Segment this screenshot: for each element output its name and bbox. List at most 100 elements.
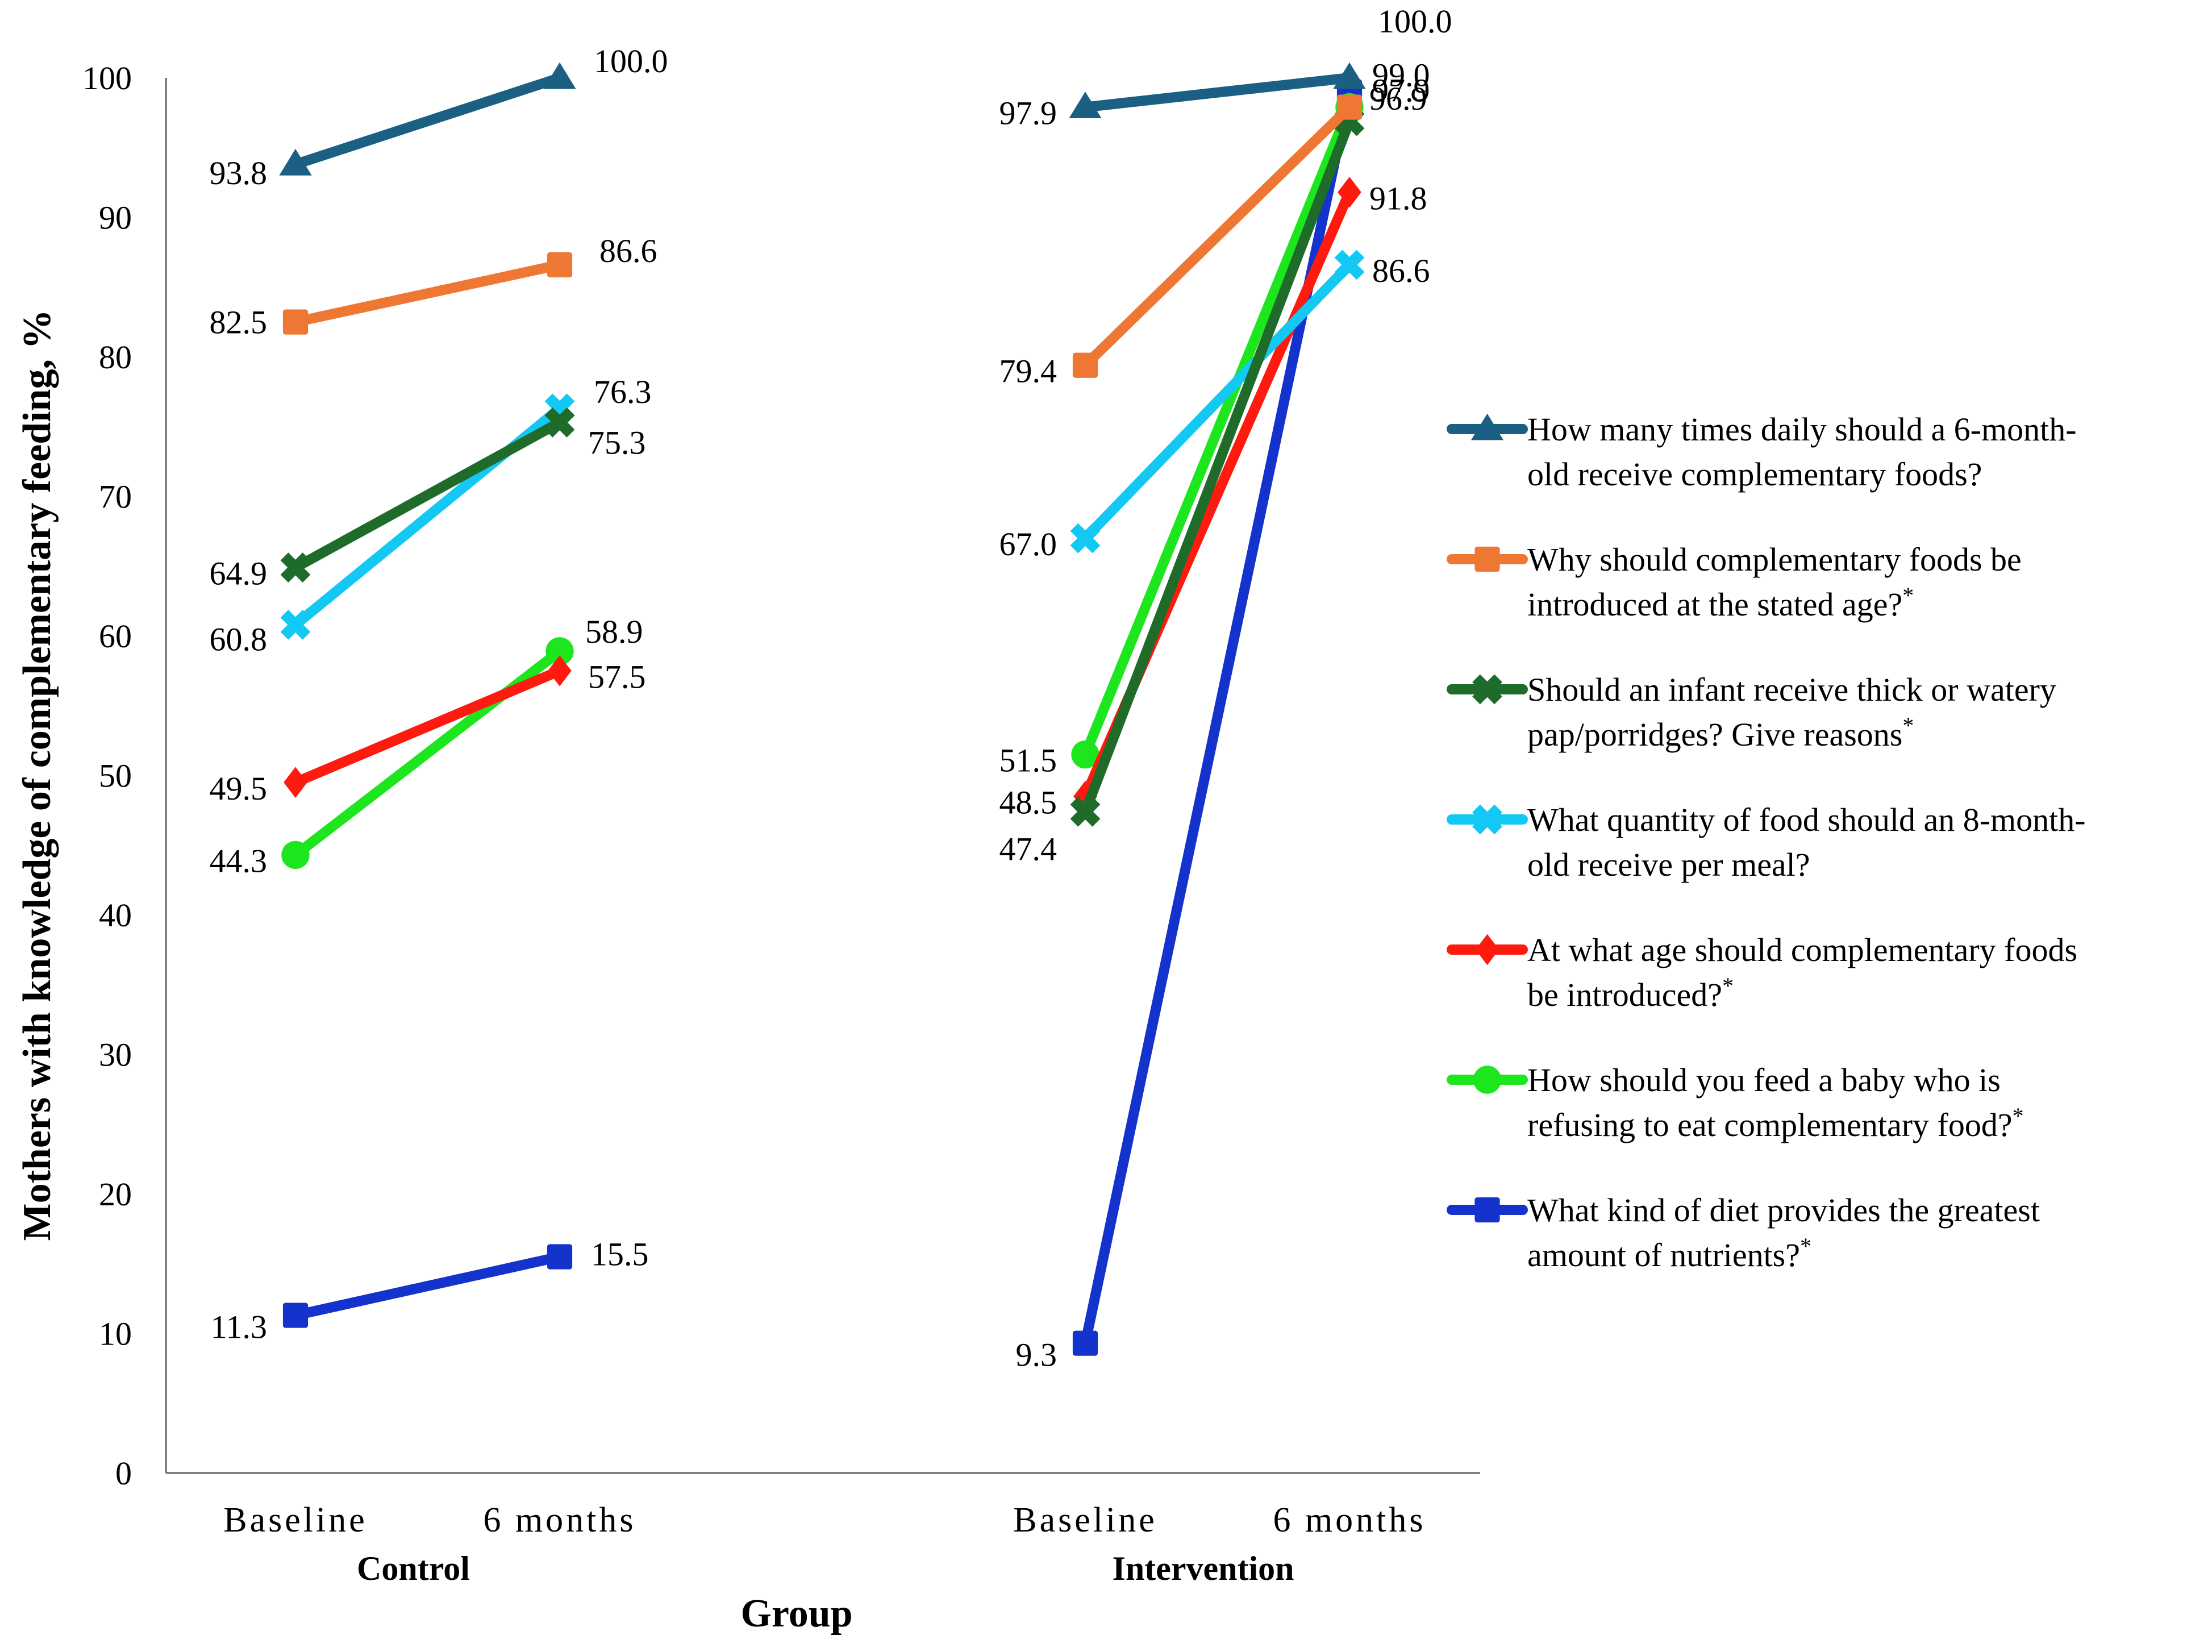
y-tick-label: 50	[99, 758, 132, 794]
marker-thick	[1070, 796, 1101, 827]
y-tick-label: 10	[99, 1316, 132, 1353]
marker-refuse	[1071, 740, 1099, 769]
series-line-times	[290, 73, 565, 170]
data-label: 9.3	[1016, 1337, 1057, 1374]
legend-entry-text: How should you feed a baby who is	[1527, 1062, 2001, 1098]
series-lines	[279, 62, 1366, 1356]
y-tick-label: 30	[99, 1037, 132, 1073]
series-line-age	[290, 665, 565, 788]
x-category-label: Baseline	[1013, 1501, 1157, 1539]
data-label: 86.6	[599, 232, 657, 269]
legend-marker-refuse	[1473, 1066, 1502, 1094]
data-label: 99.0	[1372, 57, 1430, 94]
marker-diet	[282, 1303, 309, 1328]
data-label: 96.9	[1369, 80, 1427, 117]
marker-age	[548, 655, 572, 686]
series-line-why	[1080, 102, 1355, 371]
x-axis-title: Group	[740, 1592, 852, 1636]
data-label: 100.0	[594, 43, 668, 80]
legend-entry-text: How many times daily should a 6-month-	[1527, 411, 2077, 448]
marker-refuse	[281, 840, 310, 869]
data-label: 79.4	[999, 353, 1057, 390]
legend: How many times daily should a 6-month-ol…	[1447, 411, 2086, 1274]
y-tick-label: 0	[115, 1455, 132, 1492]
data-label: 64.9	[210, 555, 268, 592]
legend-entry-text: be introduced?*	[1527, 973, 1734, 1013]
marker-why	[1336, 94, 1363, 120]
data-label: 97.9	[999, 95, 1057, 132]
marker-refuse	[545, 637, 574, 665]
x-category-label: 6 months	[1273, 1501, 1426, 1539]
legend-marker-diet	[1474, 1197, 1500, 1223]
data-label: 58.9	[585, 613, 643, 650]
marker-why	[282, 309, 309, 335]
legend-entry-text: Should an infant receive thick or watery	[1527, 671, 2056, 708]
legend-marker-thick	[1472, 674, 1502, 705]
y-tick-label: 40	[99, 897, 132, 934]
data-label: 67.0	[999, 526, 1057, 563]
legend-entry-text: refusing to eat complementary food?*	[1527, 1103, 2024, 1143]
marker-quantity	[1334, 249, 1365, 280]
series-line-why	[290, 259, 565, 327]
legend-entry-text: What quantity of food should an 8-month-	[1527, 801, 2086, 838]
marker-age	[284, 767, 307, 798]
data-label: 91.8	[1369, 180, 1427, 217]
y-tick-label: 60	[99, 618, 132, 655]
marker-diet	[547, 1244, 573, 1270]
data-label: 11.3	[211, 1309, 267, 1346]
x-category-label: 6 months	[483, 1501, 636, 1539]
y-tick-label: 20	[99, 1176, 132, 1213]
series-line-quantity	[1080, 259, 1355, 544]
axes: 0 10 20 30 40 50 60 70 80 90 100 Baseline 6 months Co…	[15, 60, 1480, 1636]
y-tick-label: 70	[99, 478, 132, 515]
marker-times	[1069, 91, 1102, 119]
marker-diet	[1072, 1330, 1098, 1356]
marker-times	[1333, 62, 1366, 89]
group-label: Intervention	[1113, 1550, 1294, 1587]
series-line-times	[1080, 73, 1355, 113]
legend-marker-times	[1470, 413, 1504, 440]
data-label: 48.5	[999, 784, 1057, 821]
legend-entry-text: old receive per meal?	[1527, 846, 1810, 883]
data-label: 93.8	[210, 155, 268, 192]
legend-entry-text: pap/porridges? Give reasons*	[1527, 713, 1914, 753]
y-tick-label: 90	[99, 199, 132, 236]
y-axis-title: Mothers with knowledge of complementary …	[15, 310, 59, 1241]
data-label: 51.5	[999, 742, 1057, 779]
y-tick-label: 80	[99, 339, 132, 376]
legend-marker-age	[1475, 934, 1499, 966]
x-category-label: Baseline	[223, 1501, 368, 1539]
data-label: 47.4	[999, 830, 1057, 867]
marker-quantity	[1070, 523, 1101, 554]
data-label: 86.6	[1372, 252, 1430, 289]
marker-age	[1338, 177, 1361, 208]
legend-entry-text: amount of nutrients?*	[1527, 1233, 1811, 1274]
legend-entry-text: Why should complementary foods be	[1527, 541, 2022, 578]
series-line-diet	[290, 1251, 565, 1321]
data-label: 97.9	[1372, 72, 1430, 109]
y-tick-label: 100	[82, 60, 132, 97]
data-label: 76.3	[594, 373, 652, 410]
marker-why	[1072, 352, 1098, 378]
legend-entry-text: introduced at the stated age?*	[1527, 582, 1914, 623]
marker-times	[279, 148, 312, 176]
data-label: 44.3	[210, 842, 268, 879]
data-label: 82.5	[210, 304, 268, 341]
data-labels: 93.8 100.0 97.9 100.0 82.5 86.6 79.4 97.9 64.9 75…	[210, 3, 1452, 1374]
group-label: Control	[357, 1550, 470, 1587]
legend-entry-text: What kind of diet provides the greatest	[1527, 1192, 2040, 1229]
series-line-thick	[1080, 116, 1355, 817]
legend-marker-quantity	[1472, 804, 1502, 835]
data-label: 57.5	[588, 658, 646, 695]
legend-marker-why	[1474, 546, 1500, 572]
marker-thick	[544, 407, 575, 438]
marker-times	[543, 62, 576, 89]
legend-entry-text: old receive complementary foods?	[1527, 456, 1982, 493]
series-line-refuse	[1080, 102, 1355, 760]
series-line-thick	[290, 417, 565, 573]
data-label: 100.0	[1378, 3, 1452, 40]
data-label: 60.8	[210, 621, 268, 658]
data-label: 15.5	[591, 1235, 649, 1272]
series-line-refuse	[290, 646, 565, 860]
